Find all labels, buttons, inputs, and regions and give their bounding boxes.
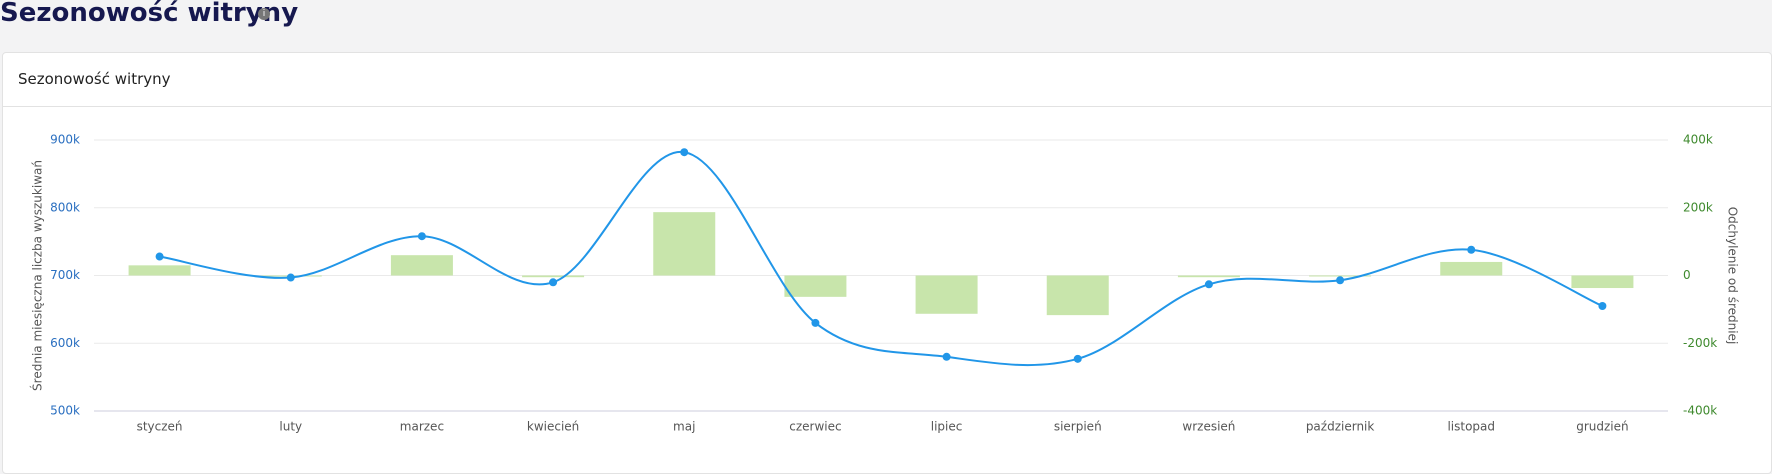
y-tick-label: 500k	[50, 404, 80, 418]
x-tick-label: lipiec	[931, 420, 963, 434]
x-tick-label: wrzesień	[1182, 420, 1235, 434]
divider	[3, 106, 1771, 107]
x-tick-label: maj	[673, 420, 695, 434]
bar	[1571, 275, 1634, 289]
point	[417, 232, 426, 241]
bar	[1440, 261, 1503, 276]
y-tick-label: 900k	[50, 133, 80, 147]
y-tick-label: 800k	[50, 200, 80, 214]
y2-tick-label: -400k	[1683, 404, 1717, 418]
bar	[1177, 275, 1240, 278]
bar	[1309, 275, 1372, 277]
y2-tick-label: -200k	[1683, 336, 1717, 350]
point	[811, 318, 820, 327]
bar	[128, 265, 191, 276]
page-title: Sezonowość witryny	[0, 0, 299, 28]
bar	[653, 212, 716, 276]
card: Sezonowość witryny	[2, 52, 1772, 474]
x-tick-label: grudzień	[1576, 420, 1628, 434]
point	[286, 273, 295, 282]
y-axis-title: Średnia miesięczna liczba wyszukiwań	[30, 160, 45, 391]
bar	[390, 255, 453, 276]
bar	[784, 275, 847, 297]
point	[1336, 276, 1345, 285]
y2-tick-label: 400k	[1683, 133, 1713, 147]
point	[549, 278, 558, 287]
point	[1467, 245, 1476, 254]
bar	[1046, 275, 1109, 316]
point	[1598, 301, 1607, 310]
point	[155, 252, 164, 261]
x-tick-label: marzec	[400, 420, 444, 434]
x-tick-label: październik	[1306, 420, 1375, 434]
bar	[522, 275, 585, 278]
point	[1204, 280, 1213, 289]
x-tick-label: listopad	[1447, 420, 1495, 434]
y-tick-label: 600k	[50, 336, 80, 350]
x-tick-label: kwiecień	[527, 420, 579, 434]
point	[942, 352, 951, 361]
x-tick-label: sierpień	[1054, 420, 1102, 434]
point	[680, 148, 689, 157]
point	[1073, 354, 1082, 363]
x-tick-label: luty	[279, 420, 302, 434]
bar	[915, 275, 978, 314]
info-icon[interactable]: i	[258, 8, 270, 20]
line	[159, 151, 1603, 367]
x-tick-label: styczeń	[137, 420, 183, 434]
y2-tick-label: 200k	[1683, 200, 1713, 214]
card-title: Sezonowość witryny	[18, 70, 171, 88]
x-tick-label: czerwiec	[789, 420, 841, 434]
y2-axis-title: Odchylenie od średniej	[1726, 207, 1740, 345]
y2-tick-label: 0	[1683, 268, 1691, 282]
y-tick-label: 700k	[50, 268, 80, 282]
